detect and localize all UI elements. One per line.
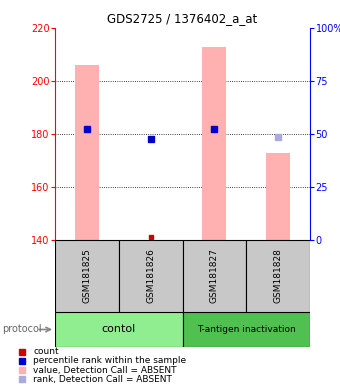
Bar <box>246 240 310 312</box>
Text: GSM181826: GSM181826 <box>146 248 155 303</box>
Text: GSM181825: GSM181825 <box>82 248 91 303</box>
Bar <box>55 240 119 312</box>
Bar <box>55 312 183 347</box>
Text: GSM181827: GSM181827 <box>210 248 219 303</box>
Text: contol: contol <box>102 324 136 334</box>
Text: count: count <box>33 347 58 356</box>
Bar <box>183 240 246 312</box>
Text: protocol: protocol <box>2 324 41 334</box>
Title: GDS2725 / 1376402_a_at: GDS2725 / 1376402_a_at <box>107 12 258 25</box>
Bar <box>202 46 226 240</box>
Text: GSM181828: GSM181828 <box>274 248 283 303</box>
Text: T-antigen inactivation: T-antigen inactivation <box>197 325 295 334</box>
Text: rank, Detection Call = ABSENT: rank, Detection Call = ABSENT <box>33 375 172 384</box>
Bar <box>183 312 310 347</box>
Text: percentile rank within the sample: percentile rank within the sample <box>33 356 186 365</box>
Bar <box>75 65 99 240</box>
Bar <box>266 152 290 240</box>
Text: value, Detection Call = ABSENT: value, Detection Call = ABSENT <box>33 366 176 375</box>
Bar <box>119 240 183 312</box>
